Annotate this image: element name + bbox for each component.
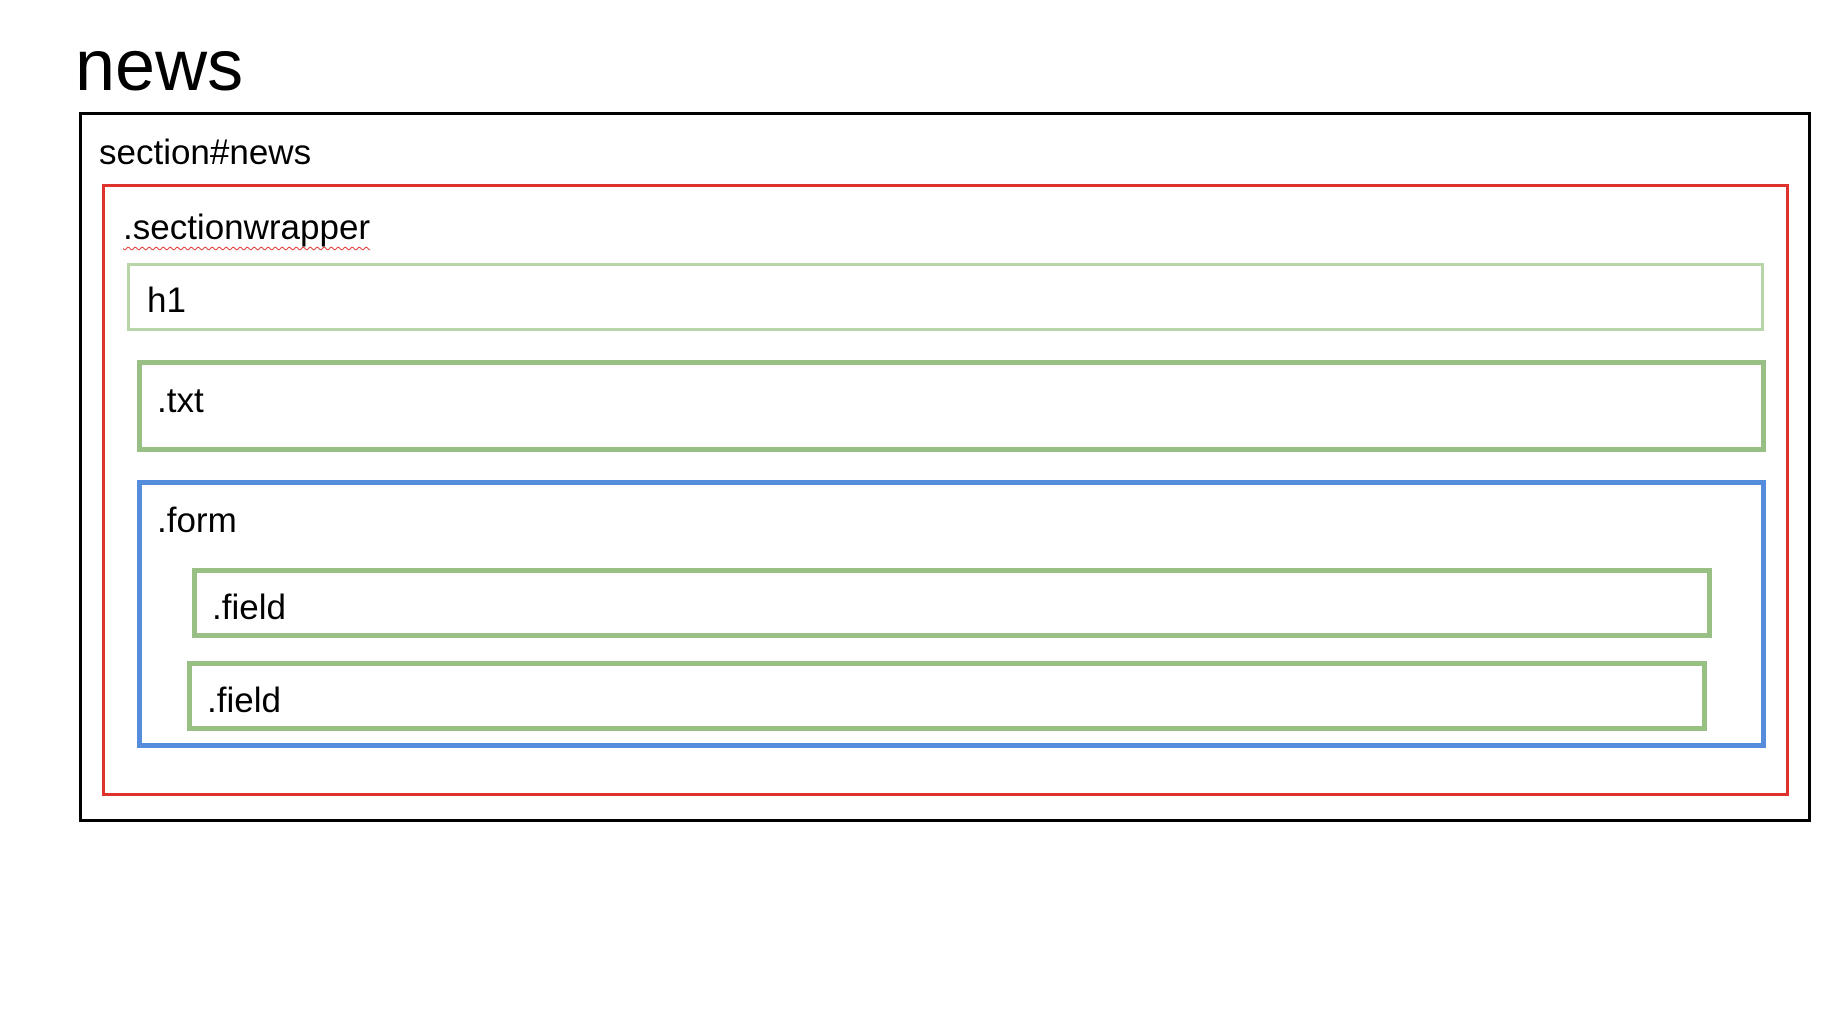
form-box: .form bbox=[137, 480, 1766, 748]
h1-box: h1 bbox=[127, 263, 1764, 331]
field-box: .field bbox=[192, 568, 1712, 638]
h1-label: h1 bbox=[147, 281, 186, 320]
txt-box: .txt bbox=[137, 360, 1766, 452]
field-box: .field bbox=[187, 661, 1707, 731]
section-news-box: section#news bbox=[79, 112, 1811, 822]
txt-label: .txt bbox=[157, 381, 204, 420]
page-title: news bbox=[75, 26, 244, 106]
field-label: .field bbox=[207, 681, 281, 720]
sectionwrapper-label: .sectionwrapper bbox=[123, 208, 371, 247]
form-label: .form bbox=[157, 501, 237, 540]
section-news-label: section#news bbox=[99, 133, 312, 172]
field-label: .field bbox=[212, 588, 286, 627]
sectionwrapper-box: .sectionwrapper bbox=[102, 184, 1789, 796]
